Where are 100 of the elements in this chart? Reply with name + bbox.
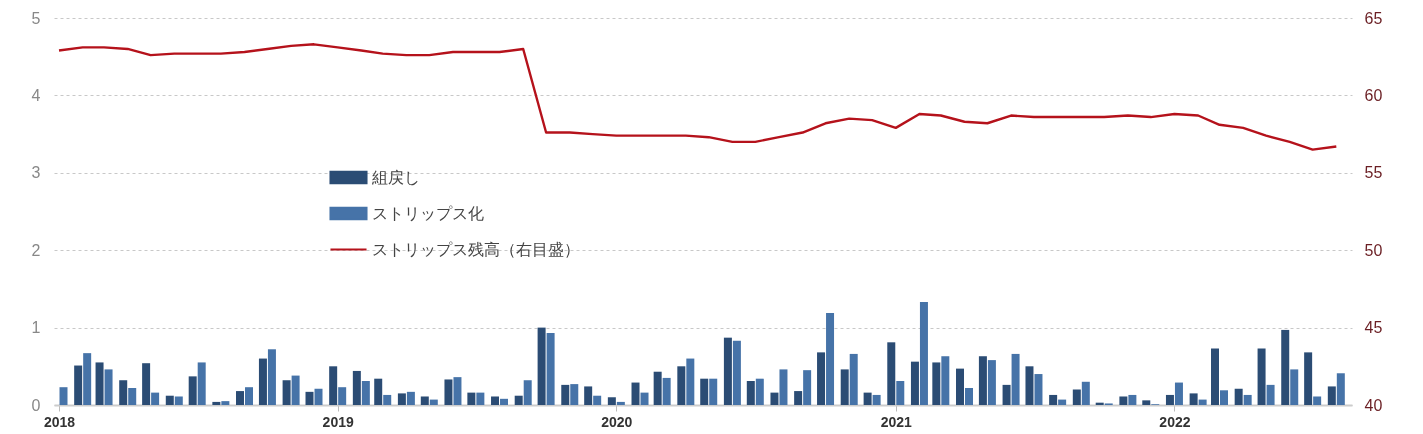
- legend-label: 組戻し: [371, 168, 420, 186]
- bar: [174, 396, 183, 405]
- y-tick-label: 3: [31, 164, 41, 182]
- bar: [1313, 396, 1322, 405]
- x-tick-label: 2020: [601, 413, 633, 430]
- bar: [723, 337, 732, 405]
- y2-tick-label: 60: [1364, 86, 1383, 104]
- bar: [282, 380, 291, 405]
- legend-label: ストリップス化: [372, 204, 484, 222]
- bar: [987, 360, 996, 405]
- bar: [1327, 386, 1336, 405]
- bar: [700, 378, 709, 405]
- bar: [1002, 384, 1011, 405]
- bar: [1072, 389, 1081, 405]
- bar: [887, 342, 896, 405]
- bar: [779, 369, 788, 405]
- legend-label: ストリップス残高（右目盛）: [372, 240, 580, 258]
- bar: [245, 387, 254, 405]
- bar: [142, 363, 151, 405]
- y2-tick-label: 40: [1364, 396, 1383, 414]
- y-tick-label: 2: [31, 241, 41, 259]
- bar: [1198, 399, 1207, 405]
- bar: [1142, 400, 1151, 405]
- bar: [1304, 352, 1313, 405]
- bar: [95, 362, 104, 405]
- y-tick-label: 4: [31, 86, 41, 104]
- bar: [1165, 394, 1174, 405]
- bar: [165, 395, 174, 405]
- bar: [1234, 388, 1243, 405]
- bar: [1281, 329, 1290, 405]
- y-tick-label: 1: [31, 319, 41, 337]
- bar: [686, 358, 695, 405]
- bar: [537, 327, 546, 405]
- x-tick-label: 2022: [1159, 413, 1191, 430]
- bar: [941, 356, 950, 405]
- bar: [872, 394, 881, 405]
- bar: [770, 392, 779, 405]
- bar: [1290, 369, 1299, 405]
- bar: [74, 365, 83, 405]
- bar: [709, 378, 718, 405]
- bar: [444, 379, 453, 405]
- bar: [1220, 390, 1228, 405]
- bar: [83, 353, 92, 405]
- y2-tick-label: 55: [1364, 164, 1383, 182]
- bar: [104, 369, 113, 405]
- bar: [863, 392, 872, 405]
- bar: [803, 370, 812, 405]
- bar: [1257, 348, 1266, 405]
- bar: [826, 312, 835, 405]
- bar: [932, 362, 941, 405]
- bar: [631, 382, 640, 405]
- bar: [1081, 381, 1090, 405]
- bar: [197, 362, 206, 405]
- bar: [406, 391, 415, 405]
- bar: [467, 392, 476, 405]
- bar: [1034, 374, 1043, 405]
- bar: [1266, 384, 1275, 405]
- bar: [640, 392, 649, 405]
- bar: [1119, 396, 1128, 405]
- bar: [546, 333, 555, 405]
- y2-tick-label: 65: [1364, 9, 1383, 27]
- bar: [955, 368, 964, 405]
- bar: [1128, 394, 1137, 405]
- bar: [151, 392, 160, 405]
- bar: [817, 352, 826, 405]
- bar: [361, 381, 370, 405]
- bar: [1049, 394, 1058, 405]
- y-tick-label: 5: [31, 9, 41, 27]
- bar: [500, 398, 509, 405]
- bar: [746, 381, 755, 405]
- bar: [794, 391, 803, 405]
- bar: [1189, 393, 1198, 405]
- bar: [258, 358, 267, 405]
- bar: [267, 349, 276, 405]
- bar: [732, 340, 741, 405]
- bar: [910, 361, 919, 405]
- bar: [978, 356, 987, 405]
- bar: [305, 391, 314, 405]
- bar: [59, 387, 68, 405]
- bar: [291, 375, 300, 405]
- bar: [188, 376, 197, 405]
- bar: [119, 380, 128, 405]
- x-tick-label: 2019: [322, 413, 354, 430]
- bar: [352, 370, 361, 405]
- bar: [383, 394, 392, 405]
- x-tick-label: 2018: [43, 413, 76, 430]
- bar: [755, 378, 764, 405]
- bar: [896, 381, 905, 405]
- bar: [964, 387, 973, 405]
- bar: [570, 384, 579, 405]
- bar: [128, 387, 137, 405]
- bar: [653, 371, 662, 405]
- bar: [1211, 348, 1219, 405]
- bar: [607, 397, 616, 405]
- bar: [1174, 382, 1183, 405]
- bar: [1336, 373, 1345, 405]
- bar: [221, 401, 230, 405]
- bar: [1058, 399, 1067, 405]
- bar: [429, 399, 438, 405]
- bar: [212, 401, 221, 405]
